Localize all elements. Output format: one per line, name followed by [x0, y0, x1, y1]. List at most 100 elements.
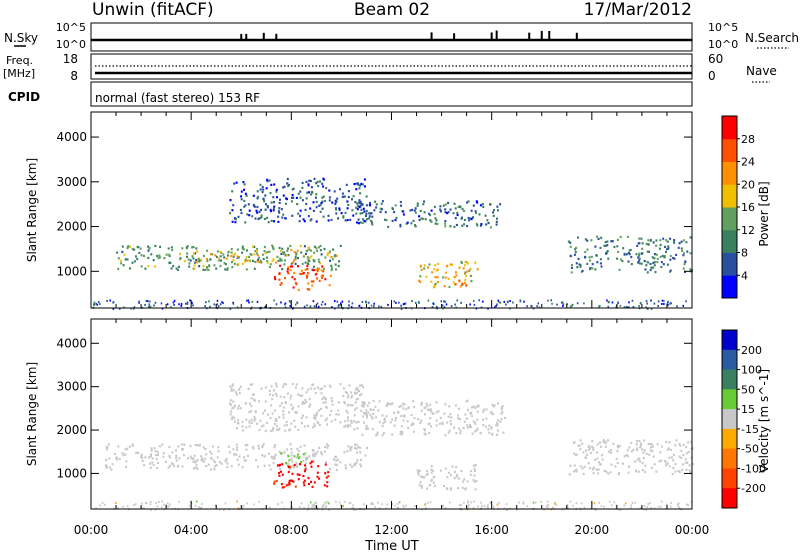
- data-cell: [370, 219, 373, 222]
- data-cell: [148, 456, 150, 459]
- data-cell: [428, 263, 431, 266]
- data-cell: [450, 305, 453, 308]
- data-cell: [344, 390, 347, 394]
- data-cell: [362, 218, 365, 221]
- data-cell: [259, 307, 262, 310]
- data-cell: [660, 505, 662, 508]
- data-cell: [217, 450, 220, 453]
- data-cell: [489, 226, 492, 229]
- data-cell: [628, 249, 631, 252]
- data-cell: [598, 461, 600, 464]
- data-cell: [343, 451, 346, 454]
- data-cell: [235, 393, 238, 396]
- colorbar-tick-label: 20: [741, 178, 755, 191]
- data-cell: [394, 504, 396, 507]
- data-cell: [357, 218, 360, 221]
- data-cell: [276, 255, 279, 258]
- data-cell: [353, 414, 356, 417]
- data-cell: [344, 464, 347, 467]
- data-cell: [184, 302, 187, 305]
- data-cell: [444, 276, 447, 279]
- data-cell: [469, 303, 471, 306]
- data-cell: [280, 452, 283, 455]
- data-cell: [310, 186, 313, 189]
- data-cell: [628, 301, 630, 304]
- data-cell: [272, 389, 275, 392]
- data-cell: [232, 254, 235, 257]
- data-cell: [650, 443, 653, 446]
- data-cell: [263, 245, 266, 249]
- data-cell: [316, 302, 319, 305]
- data-cell: [187, 258, 190, 261]
- data-cell: [145, 299, 148, 302]
- data-cell: [314, 418, 317, 421]
- data-cell: [458, 407, 461, 410]
- data-cell: [468, 219, 471, 222]
- data-cell: [277, 428, 280, 431]
- data-cell: [372, 503, 375, 506]
- data-cell: [493, 404, 496, 407]
- data-cell: [303, 470, 306, 473]
- data-cell: [236, 446, 239, 449]
- data-cell: [183, 260, 186, 263]
- data-cell: [366, 218, 368, 221]
- data-cell: [168, 503, 171, 506]
- data-cell: [432, 302, 435, 305]
- data-cell: [300, 460, 303, 464]
- data-cell: [135, 255, 137, 258]
- data-cell: [310, 249, 313, 252]
- data-cell: [301, 272, 304, 275]
- data-cell: [645, 264, 648, 267]
- data-cell: [405, 504, 407, 507]
- data-cell: [294, 425, 297, 428]
- data-cell: [308, 256, 311, 259]
- data-cell: [638, 257, 641, 260]
- data-cell: [401, 431, 404, 434]
- data-cell: [374, 405, 377, 408]
- data-cell: [683, 252, 685, 255]
- data-cell: [239, 385, 242, 388]
- data-cell: [291, 383, 294, 386]
- data-cell: [463, 218, 466, 222]
- data-cell: [261, 185, 264, 189]
- data-cell: [604, 241, 607, 244]
- data-cell: [573, 464, 576, 467]
- data-cell: [147, 249, 150, 252]
- data-cell: [154, 508, 157, 511]
- data-cell: [472, 216, 474, 219]
- data-cell: [395, 416, 397, 419]
- data-cell: [242, 429, 244, 432]
- data-cell: [638, 259, 641, 262]
- data-cell: [292, 466, 295, 469]
- data-cell: [422, 476, 425, 479]
- data-cell: [124, 258, 127, 261]
- data-cell: [610, 240, 613, 243]
- data-cell: [106, 299, 108, 302]
- data-cell: [135, 451, 138, 454]
- data-cell: [474, 210, 477, 213]
- data-cell: [656, 257, 659, 260]
- data-cell: [311, 426, 314, 429]
- data-cell: [346, 207, 349, 210]
- data-cell: [235, 218, 237, 221]
- data-cell: [680, 449, 683, 452]
- data-cell: [457, 414, 460, 417]
- data-cell: [346, 450, 349, 453]
- data-cell: [244, 221, 247, 224]
- data-cell: [245, 426, 248, 429]
- data-cell: [365, 427, 367, 430]
- data-cell: [281, 486, 284, 489]
- data-cell: [275, 382, 278, 385]
- data-cell: [327, 500, 329, 503]
- data-cell: [280, 470, 282, 473]
- data-cell: [256, 254, 259, 257]
- data-cell: [452, 281, 455, 284]
- data-cell: [236, 448, 238, 452]
- data-cell: [556, 303, 558, 306]
- colorbar-swatch: [722, 389, 737, 410]
- data-cell: [588, 447, 591, 450]
- data-cell: [307, 215, 310, 218]
- data-cell: [237, 463, 240, 466]
- data-cell: [497, 299, 499, 302]
- data-cell: [391, 433, 394, 436]
